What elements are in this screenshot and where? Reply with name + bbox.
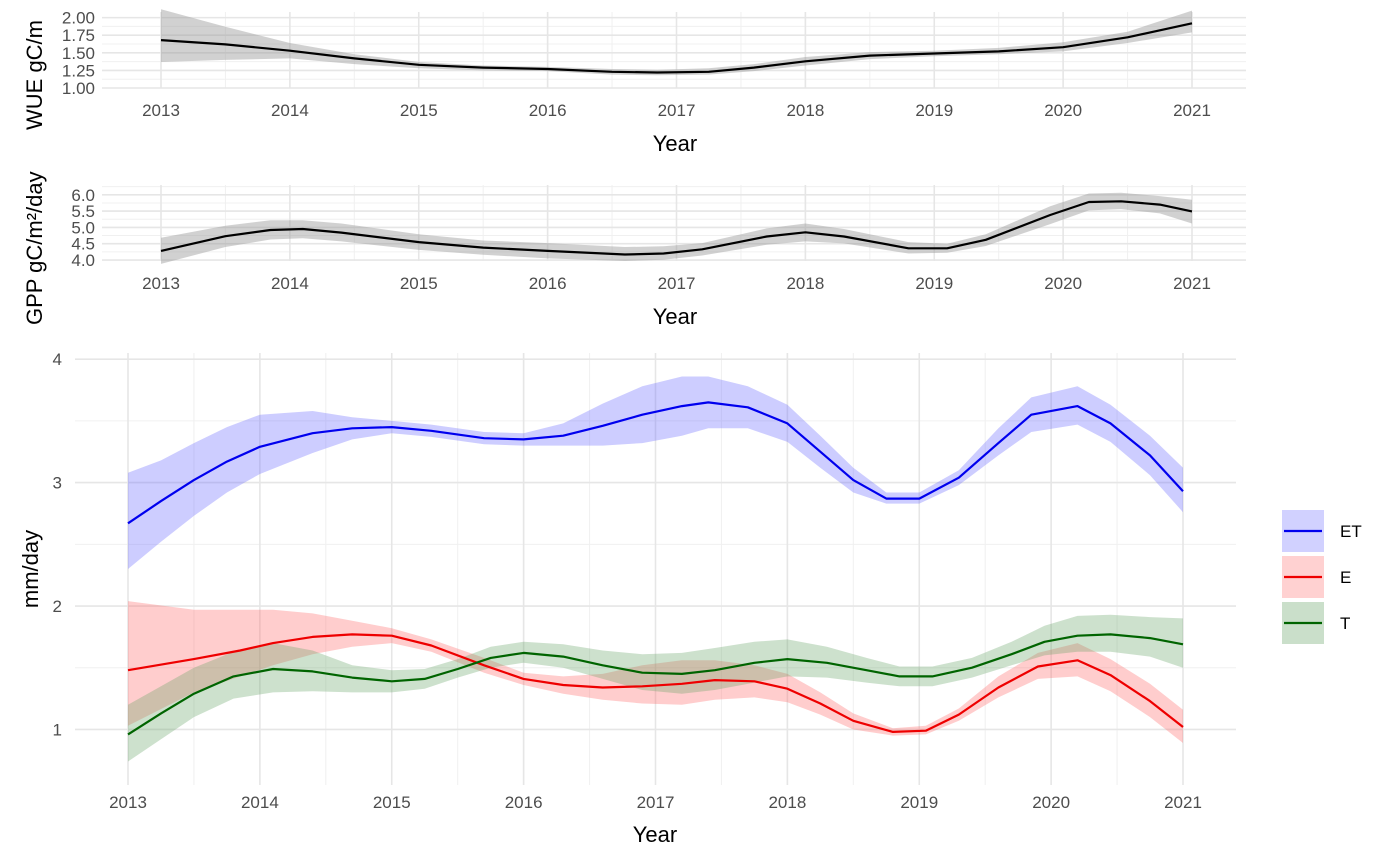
gpp-x-tick-label: 2019	[915, 274, 953, 293]
gpp-y-axis-title: GPP gC/m²/day	[22, 171, 47, 325]
et-x-tick-label: 2015	[373, 793, 411, 812]
wue-y-tick-label: 2.00	[62, 9, 95, 28]
et-x-tick-label: 2021	[1164, 793, 1202, 812]
legend: ET E T	[1282, 510, 1362, 644]
et-y-tick-label: 3	[53, 474, 62, 493]
wue-x-tick-label: 2015	[400, 101, 438, 120]
wue-line-series0	[160, 22, 1193, 74]
wue-panel: 1.001.251.501.752.00 2013 2014 2015 2016 201…	[22, 9, 1246, 156]
gpp-x-tick-label: 2017	[658, 274, 696, 293]
et-band-et	[128, 376, 1183, 569]
gpp-x-axis-title: Year	[653, 304, 697, 329]
et-x-tick-label: 2018	[768, 793, 806, 812]
et-x-tick-label: 2016	[505, 793, 543, 812]
gpp-y-tick-label: 6.0	[71, 186, 95, 205]
et-x-tick-label: 2017	[637, 793, 675, 812]
gpp-x-tick-label: 2020	[1044, 274, 1082, 293]
wue-x-tick-label: 2016	[529, 101, 567, 120]
et-y-tick-label: 1	[53, 720, 62, 739]
et-y-tick-label: 2	[53, 597, 62, 616]
gpp-x-tick-label: 2018	[786, 274, 824, 293]
legend-label-e: E	[1340, 568, 1351, 587]
et-line-t	[127, 633, 1184, 736]
et-line-e	[127, 633, 1184, 734]
gpp-x-tick-label: 2016	[529, 274, 567, 293]
wue-y-tick-label: 1.25	[62, 61, 95, 80]
wue-x-axis-title: Year	[653, 131, 697, 156]
legend-item-e: E	[1282, 556, 1351, 598]
et-line-et	[127, 401, 1184, 525]
wue-x-tick-label: 2017	[658, 101, 696, 120]
wue-x-tick-label: 2018	[786, 101, 824, 120]
gpp-x-tick-label: 2014	[271, 274, 309, 293]
et-x-tick-label: 2020	[1032, 793, 1070, 812]
legend-item-t: T	[1282, 602, 1350, 644]
legend-label-et: ET	[1340, 522, 1362, 541]
wue-x-tick-label: 2013	[142, 101, 180, 120]
gpp-x-tick-label: 2015	[400, 274, 438, 293]
et-panel: 1 2 3 4 2013 2014 2015 2016 2017 2018 2019 2020 202…	[18, 350, 1236, 847]
gpp-line-series0	[160, 200, 1193, 256]
legend-label-t: T	[1340, 614, 1350, 633]
et-x-axis-title: Year	[633, 822, 677, 847]
et-y-axis-title: mm/day	[18, 530, 43, 608]
wue-y-tick-label: 1.00	[62, 79, 95, 98]
gpp-y-tick-label: 4.0	[71, 251, 95, 270]
wue-x-tick-label: 2021	[1173, 101, 1211, 120]
et-band-t	[128, 614, 1183, 762]
et-y-tick-label: 4	[53, 350, 62, 369]
gpp-y-tick-label: 5.0	[71, 218, 95, 237]
gpp-panel: 4.04.55.05.56.0 2013 2014 2015 2016 2017 2018…	[22, 171, 1246, 329]
wue-y-tick-label: 1.50	[62, 44, 95, 63]
wue-x-tick-label: 2014	[271, 101, 309, 120]
gpp-band-series0	[161, 192, 1192, 264]
wue-y-tick-label: 1.75	[62, 26, 95, 45]
wue-x-tick-label: 2019	[915, 101, 953, 120]
et-x-tick-label: 2014	[241, 793, 279, 812]
gpp-x-tick-label: 2013	[142, 274, 180, 293]
wue-y-axis-title: WUE gC/m	[22, 20, 47, 130]
wue-x-tick-label: 2020	[1044, 101, 1082, 120]
legend-item-et: ET	[1282, 510, 1362, 552]
et-x-tick-label: 2019	[900, 793, 938, 812]
et-x-tick-label: 2013	[109, 793, 147, 812]
gpp-y-tick-label: 4.5	[71, 235, 95, 254]
gpp-x-tick-label: 2021	[1173, 274, 1211, 293]
gpp-y-tick-label: 5.5	[71, 202, 95, 221]
